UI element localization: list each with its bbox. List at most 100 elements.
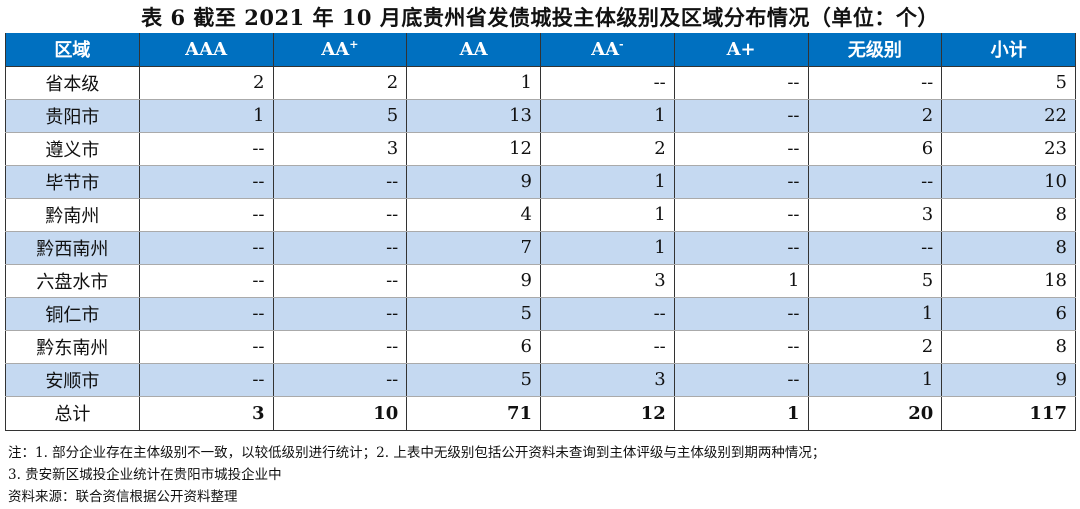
region-cell: 省本级 [5,66,140,100]
note-line: 3. 贵安新区城投企业统计在贵阳市城投企业中 [8,467,282,483]
count-cell: 9 [406,264,541,298]
region-cell: 黔东南州 [5,330,140,364]
count-cell: -- [138,264,274,298]
table-row: 黔西南州 -- -- 7 1 -- -- 8 [5,231,1076,265]
count-cell: -- [138,132,274,166]
table-row: 六盘水市 -- -- 9 3 1 5 18 [5,264,1076,298]
count-cell: 8 [941,330,1076,364]
column-header: 区域 [5,33,140,67]
count-cell: 2 [540,132,675,166]
count-cell: -- [673,363,809,397]
column-header-label: AAA [185,38,228,60]
table-row: 省本级 2 2 1 -- -- -- 5 [5,66,1076,100]
count-cell: -- [272,297,408,331]
region-cell: 铜仁市 [5,297,140,331]
count-cell: -- [673,297,809,331]
table-title: 表 6 截至 2021 年 10 月底贵州省发债城投主体级别及区域分布情况（单位… [141,5,939,30]
count-cell: 1 [406,66,541,100]
count-cell: 2 [807,330,943,364]
count-cell: 1 [807,297,943,331]
table-row: 毕节市 -- -- 9 1 -- -- 10 [5,165,1076,199]
region-cell: 黔西南州 [5,231,140,265]
count-cell: 5 [406,297,541,331]
column-header-superscript: - [619,38,624,52]
count-cell: 22 [941,99,1076,133]
count-cell: 3 [540,264,675,298]
count-cell: -- [673,165,809,199]
count-cell: 9 [406,165,541,199]
column-header: AA [406,33,541,67]
count-cell: 117 [941,395,1076,431]
column-header-label: AA [321,39,350,61]
count-cell: -- [807,66,943,100]
count-cell: 1 [807,363,943,397]
column-header: 无级别 [807,33,943,67]
count-cell: -- [540,330,675,364]
count-cell: 12 [540,395,675,431]
table-row: 遵义市 -- 3 12 2 -- 6 23 [5,132,1076,166]
count-cell: -- [272,264,408,298]
count-cell: 71 [406,395,541,431]
rating-distribution-table: 区域 AAA AA+ AA AA- A+ 无级别 小计 省本级 2 2 1 -- -- -- 5 贵阳市 1 5 1… [5,33,1076,431]
header-row: 区域 AAA AA+ AA AA- A+ 无级别 小计 [5,33,1076,67]
region-cell: 贵阳市 [5,99,140,133]
count-cell: -- [138,363,274,397]
count-cell: 1 [540,198,675,232]
count-cell: 2 [138,66,274,100]
count-cell: -- [540,297,675,331]
table-row: 黔南州 -- -- 4 1 -- 3 8 [5,198,1076,232]
count-cell: 8 [941,198,1076,232]
region-cell: 六盘水市 [5,264,140,298]
count-cell: 1 [540,165,675,199]
count-cell: 5 [406,363,541,397]
count-cell: 13 [406,99,541,133]
count-cell: 2 [807,99,943,133]
count-cell: 20 [807,395,943,431]
count-cell: 10 [272,395,408,431]
count-cell: 3 [807,198,943,232]
column-header-label: A+ [726,38,756,60]
count-cell: -- [138,198,274,232]
count-cell: -- [138,330,274,364]
count-cell: -- [272,231,408,265]
count-cell: -- [673,99,809,133]
count-cell: 2 [272,66,408,100]
count-cell: 1 [540,231,675,265]
region-cell: 安顺市 [5,363,140,397]
region-cell: 毕节市 [5,165,140,199]
count-cell: 3 [138,395,274,431]
count-cell: 1 [540,99,675,133]
count-cell: -- [272,198,408,232]
column-header: 小计 [941,33,1076,67]
count-cell: 6 [406,330,541,364]
column-header-label: 无级别 [847,40,902,62]
source-line: 资料来源：联合资信根据公开资料整理 [8,489,238,505]
column-header-label: 小计 [990,40,1027,62]
column-header: AA- [540,33,675,67]
count-cell: -- [673,330,809,364]
count-cell: 5 [941,66,1076,100]
count-cell: -- [673,66,809,100]
count-cell: -- [673,132,809,166]
count-cell: -- [807,231,943,265]
count-cell: -- [138,297,274,331]
count-cell: -- [138,165,274,199]
count-cell: 10 [941,165,1076,199]
count-cell: 12 [406,132,541,166]
region-cell: 黔南州 [5,198,140,232]
notes: 注：1. 部分企业存在主体级别不一致，以较低级别进行统计；2. 上表中无级别包括… [8,442,825,508]
column-header: AA+ [272,33,408,67]
column-header-label: 区域 [54,40,91,62]
count-cell: 4 [406,198,541,232]
count-cell: -- [138,231,274,265]
count-cell: 1 [138,99,274,133]
total-row: 总计 3 10 71 12 1 20 117 [5,395,1076,431]
count-cell: 1 [673,395,809,431]
count-cell: 1 [673,264,809,298]
count-cell: 9 [941,363,1076,397]
count-cell: 3 [272,132,408,166]
table-row: 安顺市 -- -- 5 3 -- 1 9 [5,363,1076,397]
count-cell: 23 [941,132,1076,166]
count-cell: 5 [272,99,408,133]
count-cell: -- [272,363,408,397]
